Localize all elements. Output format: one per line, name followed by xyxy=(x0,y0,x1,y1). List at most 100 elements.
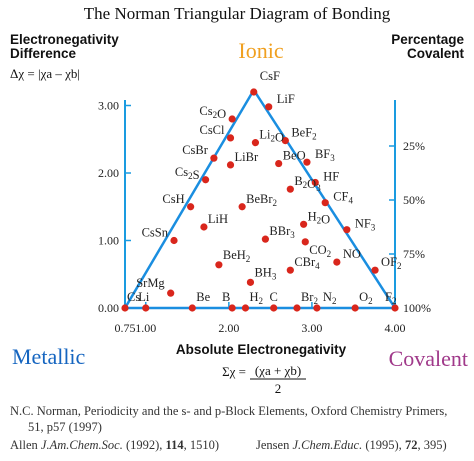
data-point xyxy=(321,199,329,207)
chart-title: The Norman Triangular Diagram of Bonding xyxy=(84,4,391,23)
data-point xyxy=(275,159,283,168)
point-label: LiH xyxy=(208,212,228,226)
point-label: Li xyxy=(138,290,150,304)
left-tick-label: 2.00 xyxy=(98,166,119,180)
ionic-label: Ionic xyxy=(238,38,283,63)
data-point xyxy=(228,304,236,312)
metallic-label: Metallic xyxy=(12,344,86,369)
reference-jensen: Jensen J.Chem.Educ. (1995), 72, 395) xyxy=(256,438,447,453)
point-label: CsF xyxy=(260,69,280,83)
left-tick-label: 1.00 xyxy=(98,234,119,248)
data-point xyxy=(391,304,399,312)
data-point xyxy=(142,304,150,312)
point-label: CO2 xyxy=(309,243,331,259)
allen-volume: 114 xyxy=(165,438,184,452)
right-tick-label: 75% xyxy=(403,247,425,261)
data-point xyxy=(286,266,294,274)
bottom-formula-denominator: 2 xyxy=(275,381,282,396)
point-label: CF4 xyxy=(333,190,353,206)
point-label: Be xyxy=(196,290,210,304)
point-label: CsH xyxy=(162,192,184,206)
data-point xyxy=(226,134,235,142)
point-label: Br2 xyxy=(301,290,318,306)
point-label: H2 xyxy=(249,290,263,306)
bottom-tick-label: 0.75 xyxy=(115,321,136,335)
allen-pages: , 1510) xyxy=(183,438,220,452)
jensen-pages: , 395) xyxy=(417,438,447,452)
point-label: F2 xyxy=(385,290,396,306)
data-point xyxy=(210,154,218,162)
right-tick-label: 25% xyxy=(403,139,425,153)
point-label: Cs2S xyxy=(175,165,200,182)
allen-authors: Allen xyxy=(10,438,41,452)
allen-journal: J.Am.Chem.Soc. xyxy=(40,438,123,452)
data-point xyxy=(215,261,223,269)
data-point xyxy=(241,304,250,312)
left-axis-title-line1: Electronegativity xyxy=(10,32,119,47)
right-axis-title-line1: Percentage xyxy=(391,32,464,47)
data-point xyxy=(293,304,301,312)
bottom-tick-label: 2.00 xyxy=(218,321,239,335)
point-label: BF3 xyxy=(315,147,335,163)
point-label: CBr4 xyxy=(294,255,320,271)
point-label: BeH2 xyxy=(223,248,250,264)
left-tick-label: 0.00 xyxy=(98,301,119,315)
data-point xyxy=(301,238,309,246)
bottom-tick-label: 4.00 xyxy=(385,321,406,335)
data-point xyxy=(200,223,208,231)
point-label: BeBr2 xyxy=(246,192,277,208)
data-point xyxy=(121,304,129,312)
data-point xyxy=(251,139,260,147)
bottom-formula-lhs: Σχ = xyxy=(222,364,246,379)
point-label: Cs xyxy=(127,290,140,304)
point-label: N2 xyxy=(323,290,337,306)
bottom-tick-label: 1.00 xyxy=(135,321,156,335)
data-point xyxy=(281,137,289,145)
point-label: H2O xyxy=(308,209,331,226)
jensen-year: (1995), xyxy=(362,438,405,452)
data-point xyxy=(246,278,255,286)
data-point xyxy=(286,185,294,193)
point-label: LiBr xyxy=(235,150,259,164)
data-point xyxy=(167,289,175,297)
data-point xyxy=(188,304,196,312)
point-label: B xyxy=(222,290,230,304)
point-label: SrMg xyxy=(136,276,165,290)
bottom-formula-numerator: (χa + χb) xyxy=(255,363,301,378)
data-point xyxy=(170,236,178,245)
bottom-tick-label: 3.00 xyxy=(301,321,322,335)
data-point xyxy=(270,304,278,312)
point-label: BBr3 xyxy=(269,224,295,240)
data-point xyxy=(303,158,311,166)
point-label: BH3 xyxy=(254,265,276,281)
jensen-journal: J.Chem.Educ. xyxy=(292,438,363,452)
allen-year: (1992), xyxy=(122,438,166,452)
bottom-axis-title: Absolute Electronegativity xyxy=(176,342,347,357)
left-axis-formula: Δχ = |χa – χb| xyxy=(10,66,80,81)
data-point xyxy=(300,220,308,228)
data-point xyxy=(311,178,319,187)
reference-allen: Allen J.Am.Chem.Soc. (1992), 114, 1510) xyxy=(10,438,219,453)
point-label: LiF xyxy=(277,92,295,106)
right-tick-label: 100% xyxy=(403,301,431,315)
reference-norman-line2: 51, p57 (1997) xyxy=(28,420,102,434)
data-point xyxy=(187,203,195,211)
covalent-label: Covalent xyxy=(389,346,468,371)
triangle-outline xyxy=(123,88,397,310)
point-label: CsCl xyxy=(199,123,225,137)
data-point xyxy=(343,226,351,234)
left-axis-title-line2: Difference xyxy=(10,46,77,61)
data-point xyxy=(228,115,236,123)
point-label: CsSn xyxy=(142,226,169,240)
data-point xyxy=(238,203,246,211)
point-label: HF xyxy=(323,169,339,183)
point-label: Li2O xyxy=(259,128,284,145)
data-point xyxy=(265,103,273,111)
point-label: O2 xyxy=(359,290,373,306)
point-label: BeO xyxy=(283,149,306,163)
point-label: OF2 xyxy=(381,255,401,271)
left-tick-label: 3.00 xyxy=(98,99,119,113)
point-label: Cs2O xyxy=(199,104,226,121)
